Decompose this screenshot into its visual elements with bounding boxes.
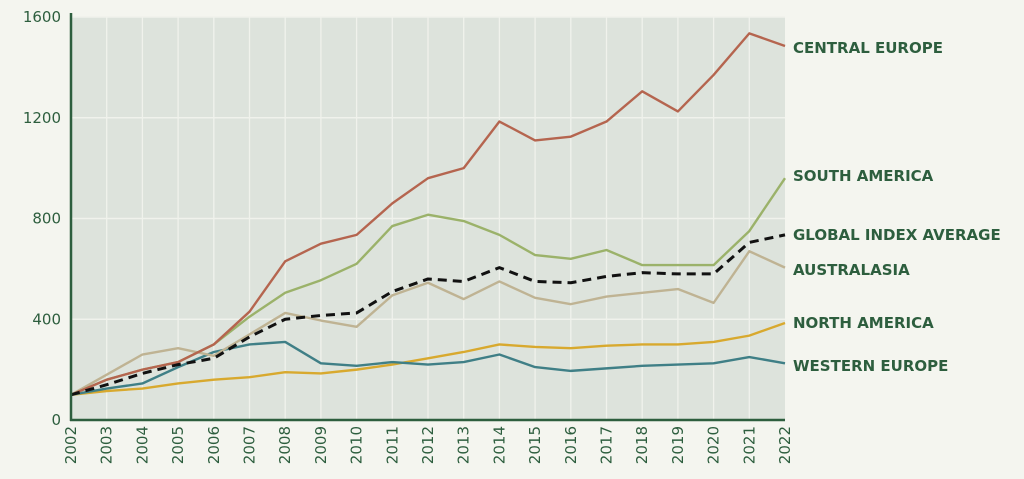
x-tick-label: 2016 — [562, 426, 580, 464]
x-tick-label: 2018 — [633, 426, 651, 464]
x-tick-label: 2005 — [169, 426, 187, 464]
x-tick-label: 2021 — [740, 426, 758, 464]
x-tick-label: 2011 — [383, 426, 401, 464]
y-tick-label: 0 — [51, 411, 61, 429]
y-tick-label: 1200 — [23, 109, 61, 127]
series-label: SOUTH AMERICA — [793, 167, 934, 185]
y-tick-label: 400 — [32, 310, 61, 328]
x-tick-label: 2022 — [776, 426, 794, 464]
x-tick-label: 2015 — [526, 426, 544, 464]
x-tick-label: 2006 — [205, 426, 223, 464]
x-tick-label: 2013 — [455, 426, 473, 464]
y-tick-label: 800 — [32, 210, 61, 228]
x-tick-label: 2004 — [133, 426, 151, 464]
series-label: WESTERN EUROPE — [793, 357, 948, 375]
x-tick-label: 2003 — [98, 426, 116, 464]
series-label: AUSTRALASIA — [793, 261, 910, 279]
x-tick-label: 2019 — [669, 426, 687, 464]
x-tick-label: 2012 — [419, 426, 437, 464]
x-tick-label: 2020 — [705, 426, 723, 464]
x-tick-label: 2002 — [62, 426, 80, 464]
x-tick-label: 2009 — [312, 426, 330, 464]
x-tick-label: 2017 — [598, 426, 616, 464]
x-tick-label: 2014 — [490, 426, 508, 464]
x-tick-label: 2010 — [348, 426, 366, 464]
x-tick-label: 2008 — [276, 426, 294, 464]
y-tick-label: 1600 — [23, 8, 61, 26]
series-label: CENTRAL EUROPE — [793, 39, 943, 57]
series-label: GLOBAL INDEX AVERAGE — [793, 226, 1001, 244]
series-label: NORTH AMERICA — [793, 314, 934, 332]
x-tick-label: 2007 — [241, 426, 259, 464]
